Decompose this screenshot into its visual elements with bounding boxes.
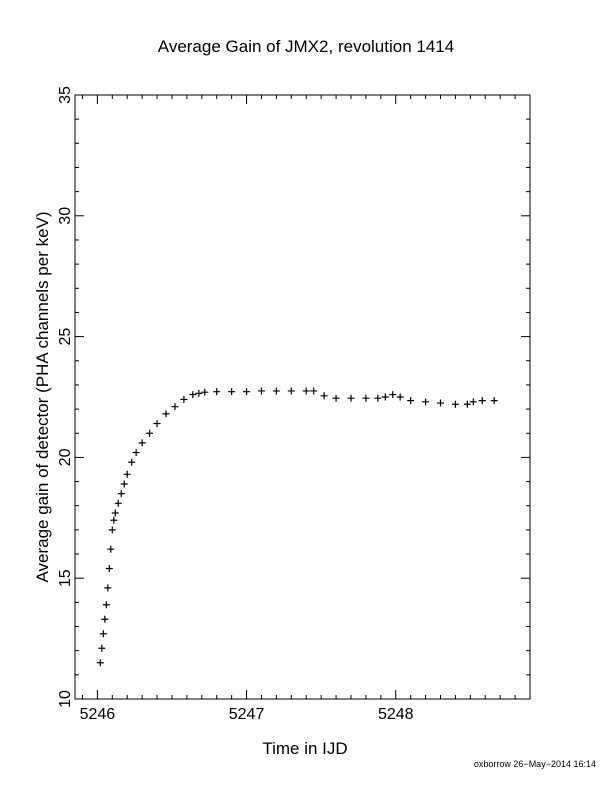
axis-ticks [75, 94, 531, 700]
data-point [117, 490, 125, 498]
data-point [128, 458, 136, 466]
x-axis-label: Time in IJD [262, 739, 347, 758]
x-tick-label: 5247 [229, 706, 265, 723]
data-point [389, 391, 397, 399]
data-point [436, 399, 444, 407]
data-point [171, 403, 179, 411]
data-point [347, 394, 355, 402]
data-point [99, 630, 107, 638]
data-point [201, 388, 209, 396]
data-point [153, 420, 161, 428]
y-axis-label: Average gain of detector (PHA channels p… [33, 211, 52, 582]
data-series [96, 387, 498, 667]
data-point [138, 439, 146, 447]
data-point [104, 584, 112, 592]
data-point [180, 395, 188, 403]
y-tick-label: 30 [57, 207, 74, 225]
data-point [310, 387, 318, 395]
data-point [105, 565, 113, 573]
data-point [213, 388, 221, 396]
data-point [108, 526, 116, 534]
y-tick-label: 20 [57, 448, 74, 466]
y-tick-label: 35 [57, 86, 74, 104]
x-tick-label: 5246 [80, 706, 116, 723]
data-point [320, 392, 328, 400]
data-point [114, 499, 122, 507]
axis-tick-labels: 5246 5247 5248 10 15 20 25 30 35 [57, 86, 414, 723]
plot-frame [74, 94, 531, 700]
data-point [362, 394, 370, 402]
data-point [302, 387, 310, 395]
data-point [146, 429, 154, 437]
data-point [422, 398, 430, 406]
data-point [469, 398, 477, 406]
data-point [123, 470, 131, 478]
y-tick-label: 15 [57, 569, 74, 587]
data-point [98, 644, 106, 652]
data-point [407, 397, 415, 405]
data-point [102, 601, 110, 609]
data-point [478, 397, 486, 405]
data-point [132, 449, 140, 457]
data-point [243, 388, 251, 396]
data-point [451, 400, 459, 408]
data-point [396, 393, 404, 401]
data-point [195, 389, 203, 397]
data-point [101, 615, 109, 623]
data-point [120, 480, 128, 488]
data-point [162, 410, 170, 418]
data-point [272, 387, 280, 395]
data-point [107, 545, 115, 553]
y-tick-label: 10 [57, 690, 74, 708]
x-tick-label: 5248 [378, 706, 414, 723]
data-point [287, 387, 295, 395]
data-point [463, 400, 471, 408]
data-point [189, 391, 197, 399]
data-point [257, 387, 265, 395]
data-point [96, 659, 104, 667]
data-point [381, 393, 389, 401]
y-tick-label: 25 [57, 328, 74, 346]
data-point [490, 397, 498, 405]
chart-title: Average Gain of JMX2, revolution 1414 [158, 37, 454, 56]
data-point [374, 394, 382, 402]
data-point [332, 394, 340, 402]
data-point [228, 388, 236, 396]
data-point [110, 516, 118, 524]
footer-credit: oxborrow 26−May−2014 16:14 [473, 759, 596, 769]
data-point [111, 509, 119, 517]
